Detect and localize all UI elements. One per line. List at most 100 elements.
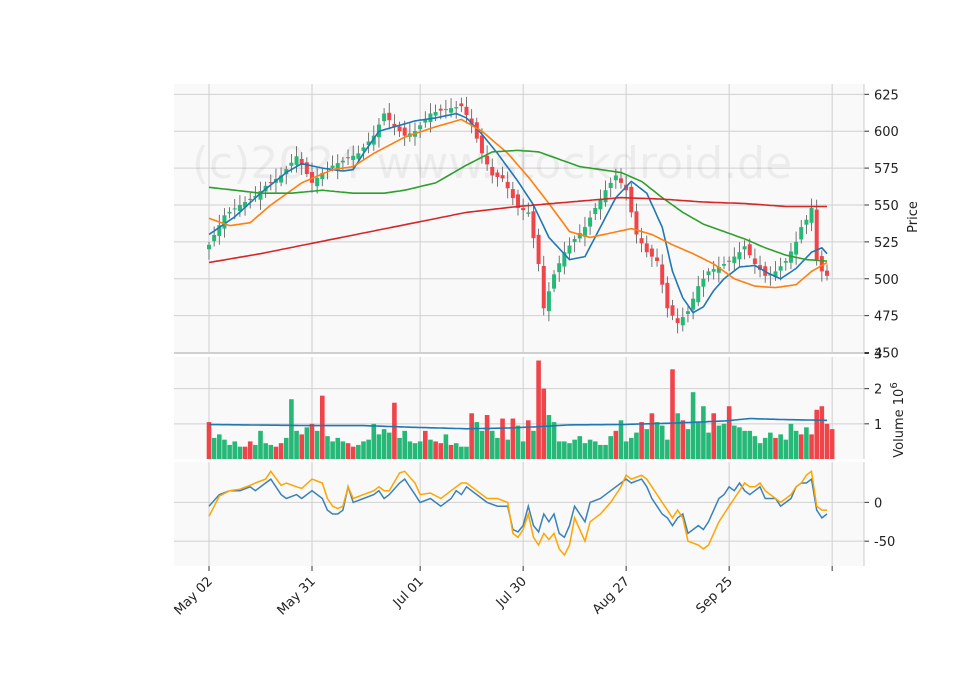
candle-body <box>675 318 680 324</box>
volume-bar <box>366 439 371 459</box>
volume-bar <box>278 443 284 459</box>
volume-bar <box>273 446 279 459</box>
volume-bar <box>814 409 819 459</box>
candle-body <box>639 238 644 244</box>
volume-bar <box>459 446 464 459</box>
candle-body <box>619 178 623 183</box>
candle-body <box>454 107 459 109</box>
candle-body <box>701 278 706 287</box>
candle-body <box>552 274 557 289</box>
volume-bar <box>695 422 701 459</box>
volume-bar <box>587 439 593 459</box>
candle-body <box>799 227 804 240</box>
volume-bar <box>242 446 248 459</box>
volume-bar <box>598 444 603 459</box>
volume-bar <box>206 422 212 459</box>
volume-ma-line <box>208 417 827 430</box>
volume-bar <box>762 437 768 459</box>
candle-body <box>237 204 242 212</box>
candle-body <box>340 160 345 163</box>
volume-bar <box>350 446 356 459</box>
candle-body <box>747 244 752 256</box>
volume-bar <box>263 443 268 459</box>
volume-bar <box>330 441 335 459</box>
volume-bar <box>623 441 629 459</box>
oscillator-y-tick-label: -50 <box>874 535 895 550</box>
candle-body <box>505 181 510 189</box>
volume-bar <box>438 443 444 459</box>
oscillator-line-1 <box>208 477 828 539</box>
x-tick-label: Jul 30 <box>493 574 530 611</box>
volume-bar <box>361 441 366 459</box>
candle-body <box>258 190 263 200</box>
volume-bar <box>247 441 253 459</box>
price-ma-line-4 <box>208 196 827 264</box>
candle-body <box>490 166 495 176</box>
volume-bar <box>582 443 588 459</box>
volume-bar <box>603 444 608 459</box>
price-y-tick-label: 500 <box>874 273 899 288</box>
candle-body <box>593 207 598 214</box>
candle-body <box>346 157 351 159</box>
volume-bar <box>356 444 361 459</box>
x-tick-label: Aug 27 <box>590 574 633 617</box>
volume-bar <box>654 422 660 459</box>
volume-bar <box>314 430 320 459</box>
volume-bar <box>629 437 634 459</box>
volume-bar <box>644 429 650 459</box>
candle-body <box>510 189 515 199</box>
candle-body <box>711 269 716 272</box>
volume-bar <box>371 423 377 459</box>
volume-bar <box>412 443 418 459</box>
volume-bar <box>567 443 572 459</box>
candle-body <box>335 163 340 170</box>
volume-bar <box>670 369 675 459</box>
volume-bar <box>798 434 804 459</box>
volume-bar <box>783 439 789 459</box>
volume-bar <box>515 425 521 459</box>
candle-body <box>356 153 361 159</box>
volume-bar <box>721 423 727 459</box>
volume-bar <box>572 439 577 459</box>
candle-body <box>279 175 284 183</box>
volume-bar <box>690 392 696 459</box>
candle-body <box>304 162 309 174</box>
volume-bar <box>428 439 433 459</box>
volume-bar <box>804 427 809 459</box>
price-panel <box>174 84 864 354</box>
candle-body <box>670 305 675 316</box>
volume-bar <box>294 430 299 459</box>
candle-body <box>819 256 824 272</box>
candle-body <box>402 127 407 136</box>
volume-bar <box>376 434 382 459</box>
oscillator-y-tick-label: 0 <box>874 496 882 511</box>
volume-bar <box>551 422 557 459</box>
volume-bar <box>309 423 315 459</box>
candle-body <box>299 158 304 166</box>
candle-body <box>814 209 819 260</box>
volume-bar <box>649 413 655 459</box>
candle-body <box>315 177 320 187</box>
candle-body <box>546 291 551 312</box>
candle-body <box>428 113 433 123</box>
candle-body <box>577 233 582 239</box>
volume-bar <box>577 436 583 459</box>
volume-bar <box>299 434 304 459</box>
candle-body <box>685 311 690 314</box>
candle-body <box>825 270 829 276</box>
volume-bar <box>809 434 814 459</box>
candle-body <box>330 165 335 168</box>
volume-bar <box>793 430 799 459</box>
candle-body <box>680 317 685 326</box>
candle-body <box>572 238 577 242</box>
volume-bar <box>747 430 753 459</box>
price-axis-title: Price <box>906 201 921 233</box>
volume-bar <box>423 430 428 459</box>
volume-bar <box>520 441 526 459</box>
candle-body <box>526 212 531 214</box>
candle-body <box>474 122 479 139</box>
candle-body <box>660 264 665 285</box>
volume-bar <box>778 434 783 459</box>
candle-body <box>588 217 593 227</box>
